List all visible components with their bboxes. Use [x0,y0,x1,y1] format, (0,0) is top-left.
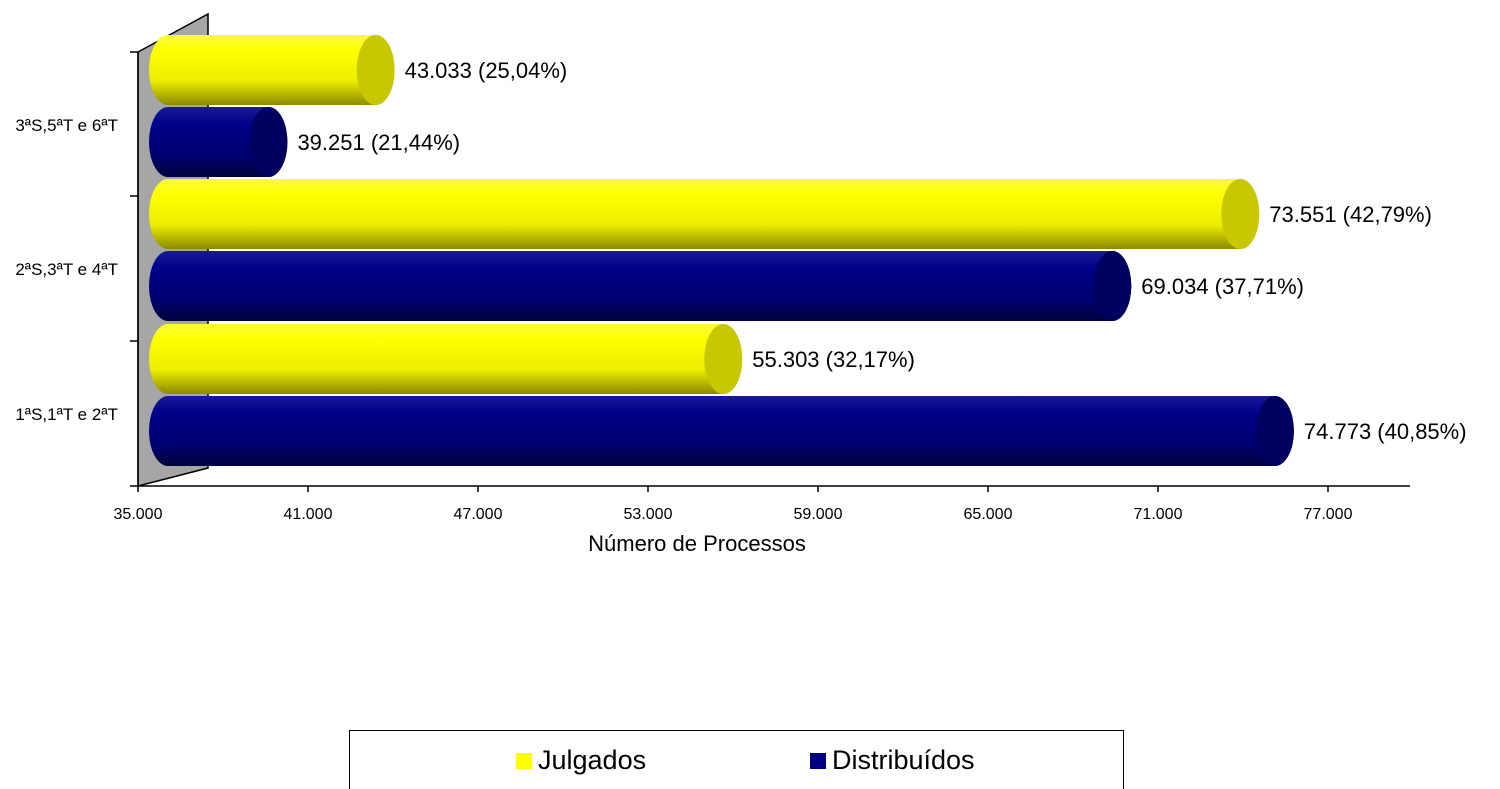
y-category-label: 1ªS,1ªT e 2ªT [15,405,118,424]
y-category-label: 3ªS,5ªT e 6ªT [15,116,118,135]
bar-cap [704,324,743,394]
bar-cap [356,35,395,105]
x-tick-label: 59.000 [794,506,843,523]
x-tick-label: 71.000 [1134,506,1183,523]
bar-cap [1093,251,1132,321]
bar-julgados [149,179,1260,249]
legend-label-julgados: Julgados [538,745,647,775]
data-label: 43.033 (25,04%) [405,58,568,83]
legend-swatch-julgados [516,752,532,769]
data-label: 73.551 (42,79%) [1269,202,1432,227]
legend-label-distribuidos: Distribuídos [832,745,975,775]
x-tick-label: 77.000 [1304,506,1353,523]
x-tick-label: 65.000 [964,506,1013,523]
x-tick-label: 35.000 [114,506,163,523]
data-label: 69.034 (37,71%) [1141,274,1304,299]
legend-swatch-distribuidos [810,752,826,769]
data-label: 39.251 (21,44%) [297,130,460,155]
bar-distribuidos [149,396,1294,466]
legend-item-distribuidos: Distribuídos [810,745,975,776]
bar-cap [1221,179,1260,249]
data-label: 55.303 (32,17%) [752,347,915,372]
x-tick-label: 41.000 [284,506,333,523]
x-tick-label: 47.000 [454,506,503,523]
legend-item-julgados: Julgados [516,745,646,776]
x-axis-title: Número de Processos [588,531,806,556]
y-category-label: 2ªS,3ªT e 4ªT [15,260,118,279]
bar-julgados [149,324,743,394]
data-label: 74.773 (40,85%) [1304,419,1467,444]
bar-distribuidos [149,251,1132,321]
bar-cap [249,107,288,177]
x-tick-label: 53.000 [624,506,673,523]
bar-cap [1255,396,1294,466]
bar-julgados [149,35,395,105]
legend: Julgados Distribuídos [349,730,1124,789]
